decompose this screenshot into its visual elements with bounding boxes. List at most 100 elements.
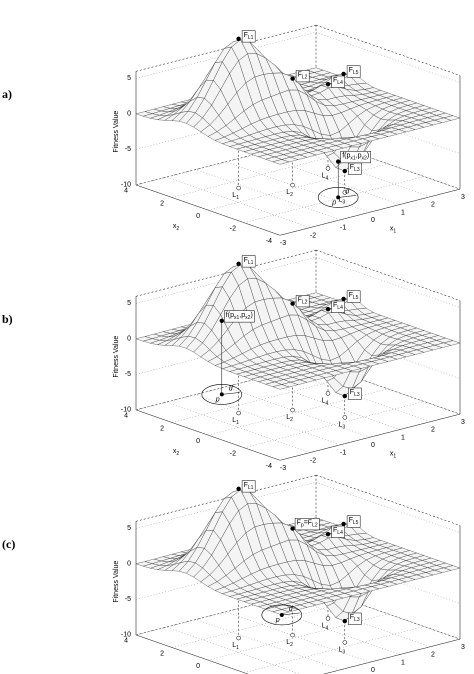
peak-label-part: L4 [337, 305, 343, 311]
mesh-cell [272, 384, 290, 390]
x1-axis-label-part: 1 [393, 454, 396, 460]
x2-axis-label-part: 2 [176, 226, 179, 232]
z-axis-label: Fitness Value [113, 336, 120, 378]
eval-label-box [340, 151, 371, 164]
eval-point [290, 526, 295, 531]
eval-label-part: x1 [350, 156, 356, 162]
box-edge [315, 474, 461, 526]
wall-grid-line [135, 257, 317, 304]
radius-arrow [221, 392, 240, 395]
eval-label-part: ) [367, 152, 369, 159]
x1-axis-label: x1 [390, 225, 397, 234]
x1-tick-label: -1 [340, 225, 346, 232]
floor-label-part: L [338, 646, 342, 653]
floor-marker [342, 190, 348, 195]
peak-label-part: F [350, 389, 354, 396]
x2-tick-label: 4 [124, 188, 128, 195]
peak-label-part: L4 [337, 530, 343, 536]
eval-label-part: ,p [356, 152, 362, 159]
x2-tick-label: -2 [230, 226, 236, 233]
x2-tick-label: 4 [124, 638, 128, 645]
peak-label-part: L2 [302, 75, 308, 81]
x2-axis-label-part: 2 [176, 451, 179, 457]
floor-label: L4 [322, 622, 329, 631]
floor-label-part: 2 [290, 642, 293, 648]
peak-label-part: L3 [354, 392, 360, 398]
z-tick-label: -10 [121, 632, 131, 639]
wall-grid-line [135, 553, 317, 600]
peak-point [342, 168, 347, 174]
x1-tick-label: 2 [431, 202, 435, 209]
peak-label-part: L4 [337, 80, 343, 86]
floor-label-part: L [232, 417, 236, 424]
x1-tick-label: -3 [280, 465, 286, 472]
panel-label: a) [2, 87, 12, 101]
peak-label-part: F [333, 302, 337, 309]
peak-label: FL4 [333, 77, 343, 86]
eval-point [336, 159, 341, 164]
box-edge [135, 634, 249, 674]
x1-tick-label: 0 [371, 217, 375, 224]
radius-arrow [281, 612, 300, 616]
z-tick-label: 0 [127, 336, 131, 343]
floor-label-part: L [286, 414, 290, 421]
floor-label: L1 [232, 642, 239, 651]
floor-label-part: 1 [236, 195, 239, 201]
peak-point [342, 618, 347, 624]
peak-point [290, 301, 295, 306]
x1-tick-label: 3 [461, 644, 465, 651]
x2-tick-label: 2 [160, 200, 164, 207]
floor-label-part: L [322, 397, 326, 404]
z-tick-label: 0 [127, 111, 131, 118]
peak-label-box [346, 515, 361, 528]
eval-label-part: x2 [245, 315, 251, 321]
eval-label-part: F [297, 519, 301, 526]
eval-label-part: L2 [312, 523, 318, 529]
floor-grid-line [135, 363, 317, 411]
peak-label-part: F [349, 292, 353, 299]
peak-label-box [331, 525, 345, 538]
x2-tick-label: 2 [160, 425, 164, 432]
eval-label-part: x2 [362, 156, 368, 162]
peak-point [341, 296, 346, 302]
peak-label-part: F [298, 296, 302, 303]
floor-marker [236, 410, 241, 416]
floor-grid-line [207, 613, 389, 661]
peak-label: FL5 [349, 67, 359, 76]
floor-grid-line [207, 388, 389, 436]
floor-grid-line [243, 176, 425, 223]
peak-point [290, 76, 295, 81]
peak-label-part: F [333, 527, 337, 534]
peak-label-part: L5 [353, 520, 359, 526]
peak-point [341, 521, 346, 527]
panel-label: b) [2, 312, 13, 326]
peak-point [236, 486, 241, 491]
peak-label-box [348, 387, 362, 400]
peak-point [341, 71, 346, 77]
floor-label: L1 [232, 417, 239, 426]
x1-tick-label: -2 [310, 232, 316, 239]
z-tick-label: -10 [121, 407, 131, 414]
z-tick-label: 5 [127, 525, 131, 532]
wall-grid-line [135, 328, 317, 375]
x2-tick-label: 2 [160, 650, 164, 657]
peak-label-part: F [350, 164, 354, 171]
x2-tick-label: -4 [266, 238, 272, 245]
floor-label-part: 3 [342, 650, 345, 656]
floor-grid-line [243, 626, 425, 673]
floor-marker [236, 185, 241, 191]
peak-label: FL3 [350, 164, 360, 173]
x1-axis-label-part: x [390, 450, 394, 457]
peak-label-box [295, 295, 310, 308]
floor-grid-line [207, 163, 389, 211]
peak-point [342, 393, 347, 399]
box-edge [135, 588, 317, 636]
box-edge [315, 24, 461, 76]
x1-tick-label: 3 [461, 194, 465, 201]
z-tick-label: 5 [127, 75, 131, 82]
eval-label: f(px1,px2) [342, 152, 369, 161]
z-tick-label: -5 [125, 146, 131, 153]
eval-label-part: =F [304, 519, 312, 526]
eval-point [219, 318, 224, 323]
point-label: p [215, 396, 220, 403]
